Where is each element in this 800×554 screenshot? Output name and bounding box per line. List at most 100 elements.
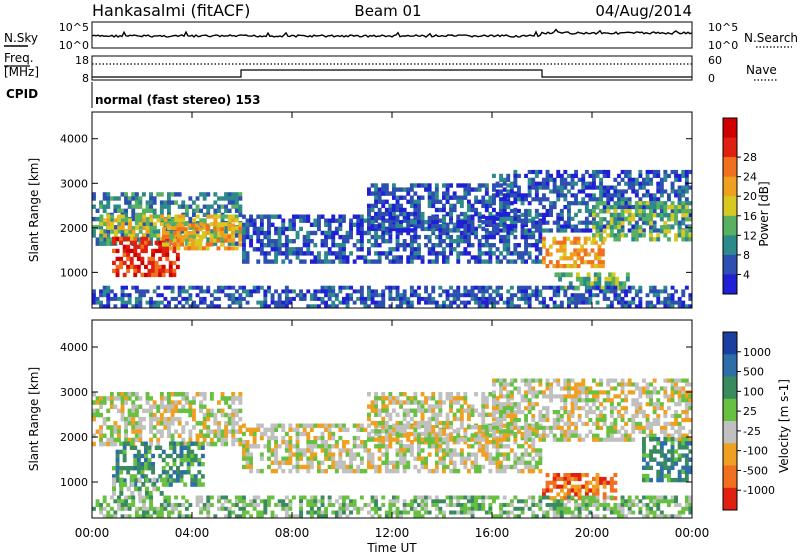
power-cell: [545, 220, 550, 225]
power-cell: [513, 193, 518, 198]
velocity-cell: [120, 392, 125, 397]
power-cell: [413, 203, 418, 209]
velocity-cell: [413, 437, 418, 442]
velocity-cell: [377, 420, 382, 426]
velocity-cell: [663, 437, 668, 442]
velocity-cell: [270, 423, 275, 428]
power-cell: [609, 300, 614, 305]
velocity-cell: [317, 435, 321, 441]
power-cell: [395, 259, 400, 264]
power-cell: [263, 234, 268, 240]
power-cell: [324, 239, 328, 244]
power-cell: [434, 199, 439, 204]
power-cell: [106, 293, 111, 298]
velocity-cell: [324, 456, 328, 461]
power-cell: [192, 225, 196, 230]
velocity-cell: [377, 408, 382, 413]
power-cell: [245, 289, 250, 294]
ytick-label: 2000: [60, 222, 88, 235]
velocity-cell: [152, 433, 157, 438]
velocity-cell: [602, 406, 607, 411]
velocity-cell: [609, 398, 614, 403]
velocity-cell: [134, 486, 138, 492]
velocity-cell: [149, 437, 153, 443]
power-cell: [238, 212, 243, 218]
power-cell: [559, 285, 564, 290]
power-cell: [449, 214, 453, 219]
velocity-cell: [538, 413, 543, 419]
velocity-cell: [649, 437, 653, 442]
power-cell: [381, 191, 386, 196]
velocity-cell: [499, 464, 503, 470]
power-cell: [106, 196, 111, 201]
velocity-cell: [156, 421, 161, 426]
velocity-cell: [681, 410, 686, 415]
power-cell: [138, 237, 143, 242]
power-cell: [183, 227, 188, 232]
power-cell: [249, 289, 253, 294]
velocity-cell: [324, 448, 328, 453]
power-cell: [259, 214, 264, 219]
velocity-cell: [520, 456, 525, 461]
power-cell: [427, 203, 432, 209]
power-cell: [524, 197, 528, 202]
power-cell: [352, 259, 357, 264]
velocity-cell: [659, 473, 664, 479]
power-cell: [645, 304, 650, 309]
power-cell: [306, 247, 311, 252]
power-cell: [563, 220, 568, 225]
velocity-cell: [213, 416, 218, 422]
velocity-cell: [392, 423, 396, 428]
power-cell: [499, 173, 503, 178]
velocity-cell: [309, 460, 314, 465]
power-cell: [324, 300, 328, 305]
velocity-cell: [577, 394, 582, 399]
velocity-cell: [147, 466, 152, 471]
velocity-cell: [284, 444, 289, 449]
velocity-cell: [617, 394, 621, 399]
velocity-cell: [159, 429, 164, 434]
velocity-cell: [638, 421, 643, 426]
velocity-cell: [213, 429, 218, 434]
velocity-cell: [370, 400, 375, 405]
power-cell: [659, 229, 664, 234]
velocity-cell: [427, 435, 432, 441]
power-cell: [413, 251, 418, 256]
power-cell: [174, 225, 179, 230]
velocity-cell: [402, 425, 407, 430]
power-cell: [381, 215, 386, 221]
power-cell: [424, 220, 428, 225]
power-cell: [213, 229, 218, 234]
power-cell: [231, 285, 236, 290]
velocity-cell: [417, 425, 421, 430]
velocity-cell: [506, 410, 511, 415]
power-cell: [677, 173, 682, 178]
power-cell: [580, 248, 584, 253]
velocity-cell: [413, 423, 418, 428]
velocity-cell: [165, 470, 170, 475]
power-cell: [567, 201, 571, 206]
velocity-cell: [556, 417, 561, 423]
power-cell: [602, 229, 607, 234]
velocity-cell: [531, 386, 536, 391]
velocity-cell: [499, 420, 503, 426]
power-cell: [195, 233, 200, 238]
velocity-cell: [445, 464, 450, 470]
velocity-cell: [349, 464, 353, 470]
power-cell: [334, 251, 339, 256]
velocity-cell: [595, 394, 600, 399]
power-cell: [684, 224, 689, 229]
power-cell: [509, 293, 514, 298]
power-cell: [138, 293, 143, 298]
velocity-cell: [137, 486, 142, 492]
power-cell: [606, 185, 611, 190]
power-cell: [174, 222, 179, 227]
power-cell: [445, 187, 450, 192]
power-cell: [502, 228, 507, 233]
velocity-cell: [492, 410, 496, 415]
power-cell: [667, 237, 671, 242]
power-cell: [249, 234, 253, 240]
power-cell: [634, 205, 639, 210]
power-cell: [442, 224, 446, 229]
power-cell: [620, 224, 625, 229]
